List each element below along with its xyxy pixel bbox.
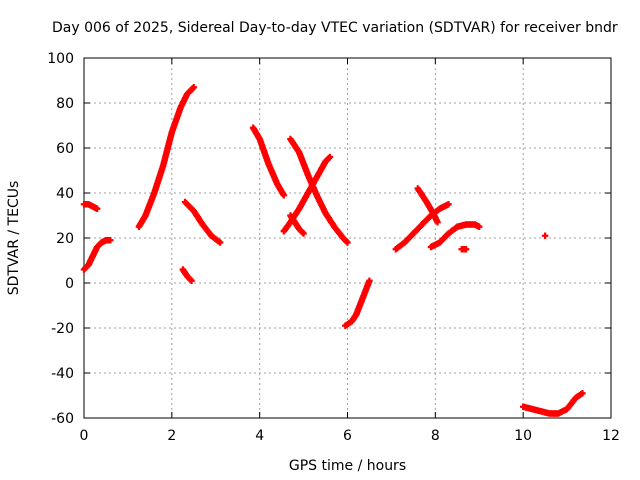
y-tick-label: -40 [51, 366, 74, 382]
data-markers [80, 84, 586, 417]
data-point-marker [300, 230, 307, 237]
y-tick-label: 0 [65, 276, 74, 292]
y-tick-label: 100 [47, 51, 74, 67]
x-tick-label: 10 [514, 428, 532, 444]
y-tick-label: -20 [51, 321, 74, 337]
data-point-marker [344, 239, 351, 246]
y-axis-label: SDTVAR / TECUs [6, 181, 22, 296]
x-tick-label: 12 [602, 428, 620, 444]
x-tick-label: 8 [431, 428, 440, 444]
data-point-marker [579, 390, 586, 397]
y-tick-label: -60 [51, 411, 74, 427]
data-point-marker [476, 223, 483, 230]
x-tick-label: 2 [167, 428, 176, 444]
data-point-marker [462, 246, 470, 253]
data-point-marker [326, 153, 334, 161]
data-point-marker [366, 277, 373, 284]
data-point-marker [445, 201, 452, 208]
y-tick-label: 40 [56, 186, 74, 202]
data-point-marker [188, 277, 195, 284]
x-tick-label: 0 [80, 428, 89, 444]
data-point-marker [434, 219, 441, 226]
data-point-marker [190, 84, 197, 91]
data-point-marker [107, 237, 114, 244]
y-tick-label: 80 [56, 96, 74, 112]
data-point-marker [93, 205, 101, 212]
chart-title: Day 006 of 2025, Sidereal Day-to-day VTE… [52, 20, 618, 36]
x-axis-label: GPS time / hours [289, 458, 406, 474]
grid [84, 58, 611, 418]
data-point-marker [541, 232, 549, 239]
y-tick-label: 60 [56, 141, 74, 157]
y-tick-label: 20 [56, 231, 74, 247]
data-point-marker [216, 239, 224, 246]
x-tick-label: 4 [255, 428, 264, 444]
data-point-marker [280, 192, 288, 199]
x-tick-label: 6 [343, 428, 352, 444]
axis-ticks: 0 2 4 6 8 10 12 -60 -40 -20 0 20 40 60 80 100 [47, 51, 620, 444]
